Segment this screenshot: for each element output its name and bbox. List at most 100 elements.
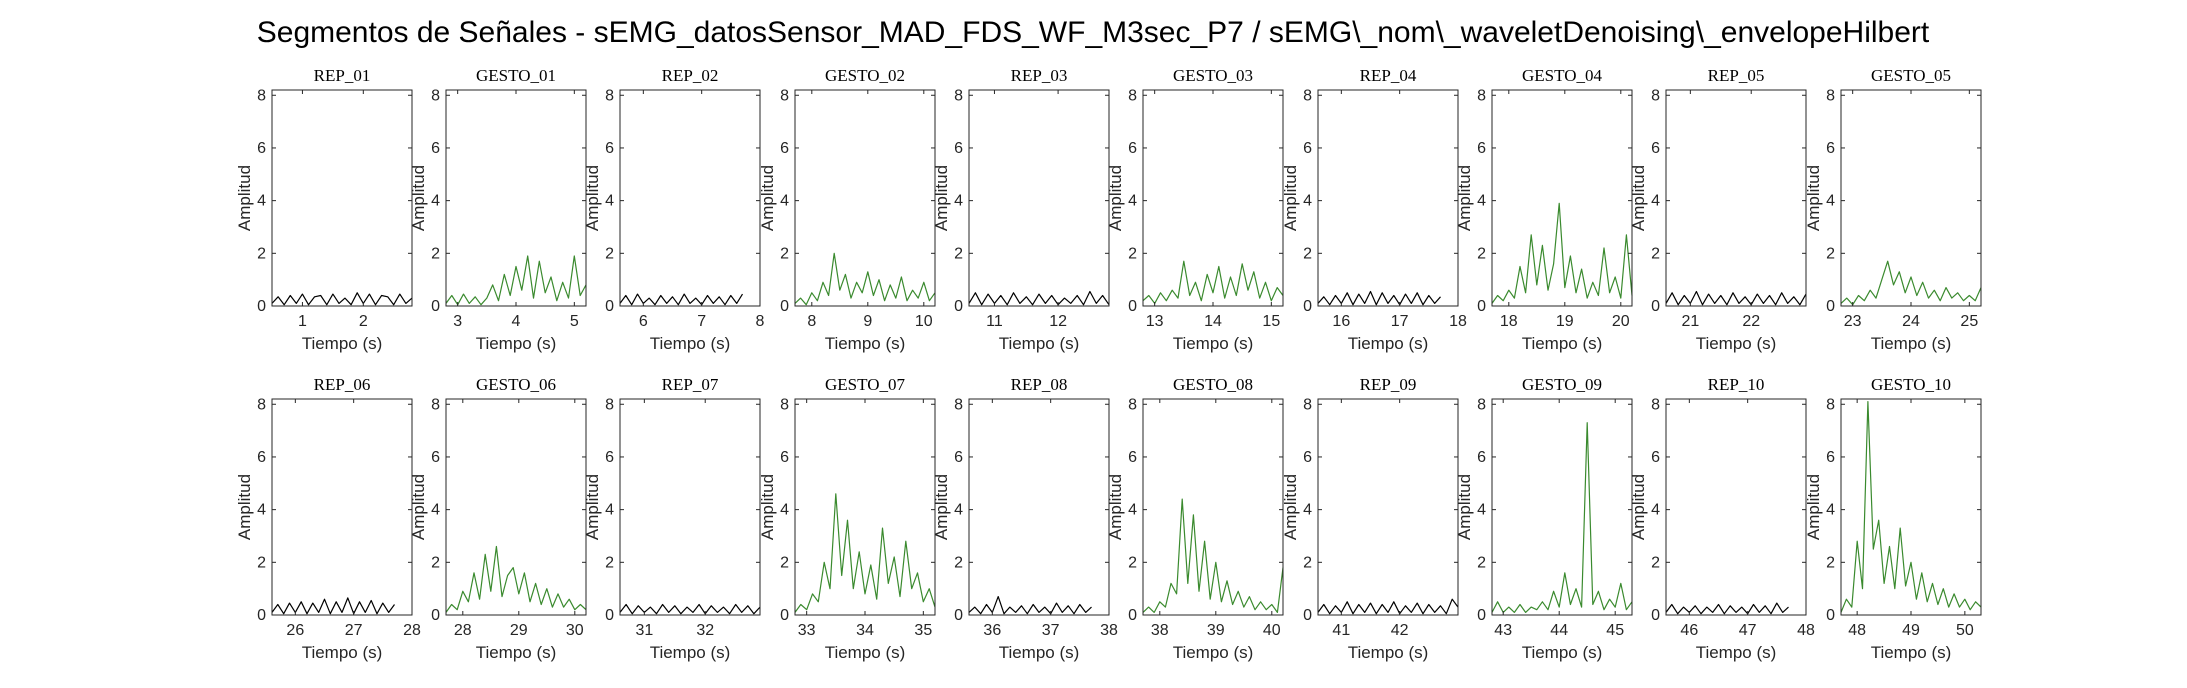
y-tick-label: 8 — [431, 87, 440, 104]
signal-line — [1317, 598, 1459, 615]
y-tick-label: 0 — [605, 298, 614, 315]
subplot-title: GESTO_09 — [1522, 375, 1602, 394]
x-tick-label: 31 — [635, 622, 653, 639]
x-tick-label: 14 — [1204, 313, 1222, 330]
axes-frame — [968, 398, 1110, 616]
x-tick-label: 25 — [1960, 313, 1978, 330]
y-tick-label: 0 — [780, 607, 789, 624]
y-tick-label: 4 — [257, 502, 266, 519]
x-tick-label: 36 — [983, 622, 1001, 639]
x-tick-label: 48 — [1848, 622, 1866, 639]
x-tick-label: 40 — [1263, 622, 1281, 639]
subplot: REP_03 0 2 4 6 8 11 12 Tiempo (s) Amplitud — [932, 66, 1110, 353]
x-tick-label: 33 — [798, 622, 816, 639]
y-axis-label: Amplitud — [235, 474, 254, 540]
subplot-title: GESTO_05 — [1871, 66, 1951, 85]
x-tick-label: 21 — [1681, 313, 1699, 330]
x-tick-label: 28 — [403, 622, 421, 639]
y-axis-label: Amplitud — [1106, 474, 1125, 540]
y-axis-label: Amplitud — [409, 165, 428, 231]
y-tick-label: 2 — [1651, 245, 1660, 262]
signal-line — [619, 293, 744, 306]
y-tick-label: 8 — [1826, 396, 1835, 413]
y-tick-label: 6 — [780, 449, 789, 466]
x-tick-label: 39 — [1207, 622, 1225, 639]
y-tick-label: 6 — [1303, 449, 1312, 466]
y-tick-label: 6 — [1477, 449, 1486, 466]
x-tick-label: 9 — [863, 313, 872, 330]
subplot: REP_02 0 2 4 6 8 6 7 8 Tiempo (s) Amplitud — [583, 66, 765, 353]
signal-line — [1317, 290, 1441, 306]
y-tick-label: 6 — [1651, 449, 1660, 466]
signal-line — [968, 290, 1110, 306]
y-tick-label: 2 — [780, 554, 789, 571]
signal-line — [1491, 422, 1633, 614]
x-tick-label: 17 — [1391, 313, 1409, 330]
y-tick-label: 4 — [954, 193, 963, 210]
x-tick-label: 20 — [1612, 313, 1630, 330]
y-tick-label: 8 — [954, 87, 963, 104]
subplot-title: GESTO_01 — [476, 66, 556, 85]
y-tick-label: 6 — [257, 449, 266, 466]
x-axis-label: Tiempo (s) — [302, 643, 383, 662]
y-tick-label: 2 — [431, 554, 440, 571]
y-tick-label: 4 — [605, 193, 614, 210]
y-axis-label: Amplitud — [583, 474, 602, 540]
y-tick-label: 2 — [954, 554, 963, 571]
x-tick-label: 16 — [1332, 313, 1350, 330]
y-tick-label: 6 — [780, 140, 789, 157]
axes-frame — [1665, 89, 1807, 307]
x-axis-label: Tiempo (s) — [1522, 334, 1603, 353]
x-axis-label: Tiempo (s) — [1522, 643, 1603, 662]
y-tick-label: 0 — [1303, 298, 1312, 315]
x-tick-label: 4 — [512, 313, 521, 330]
subplot-title: REP_10 — [1708, 375, 1765, 394]
y-tick-label: 6 — [431, 449, 440, 466]
x-tick-label: 32 — [696, 622, 714, 639]
y-tick-label: 4 — [605, 502, 614, 519]
x-tick-label: 50 — [1956, 622, 1974, 639]
y-tick-label: 2 — [1651, 554, 1660, 571]
y-tick-label: 8 — [1477, 87, 1486, 104]
x-axis-label: Tiempo (s) — [302, 334, 383, 353]
y-tick-label: 8 — [780, 87, 789, 104]
x-axis-label: Tiempo (s) — [1696, 643, 1777, 662]
subplot-title: REP_07 — [662, 375, 719, 394]
axes-frame — [794, 89, 936, 307]
subplot-title: GESTO_08 — [1173, 375, 1253, 394]
x-axis-label: Tiempo (s) — [825, 643, 906, 662]
x-axis-label: Tiempo (s) — [650, 334, 731, 353]
figure-title: Segmentos de Señales - sEMG_datosSensor_… — [257, 16, 1930, 49]
y-axis-label: Amplitud — [1455, 474, 1474, 540]
x-tick-label: 41 — [1332, 622, 1350, 639]
axes-frame — [1491, 398, 1633, 616]
axes-frame — [1491, 89, 1633, 307]
x-tick-label: 8 — [807, 313, 816, 330]
y-tick-label: 8 — [1303, 396, 1312, 413]
y-tick-label: 2 — [257, 245, 266, 262]
y-tick-label: 6 — [954, 140, 963, 157]
y-tick-label: 2 — [605, 554, 614, 571]
x-tick-label: 23 — [1844, 313, 1862, 330]
subplot-title: REP_09 — [1360, 375, 1417, 394]
subplot-title: GESTO_06 — [476, 375, 556, 394]
signal-line — [445, 255, 587, 306]
x-tick-label: 48 — [1797, 622, 1815, 639]
subplot-title: GESTO_03 — [1173, 66, 1253, 85]
y-tick-label: 2 — [1303, 245, 1312, 262]
y-tick-label: 0 — [1826, 607, 1835, 624]
subplot: REP_05 0 2 4 6 8 21 22 Tiempo (s) Amplitud — [1629, 66, 1807, 353]
x-tick-label: 2 — [359, 313, 368, 330]
y-tick-label: 6 — [1651, 140, 1660, 157]
y-tick-label: 4 — [431, 502, 440, 519]
y-tick-label: 2 — [257, 554, 266, 571]
axes-frame — [1142, 89, 1284, 307]
subplot-title: GESTO_07 — [825, 375, 905, 394]
y-tick-label: 6 — [1826, 140, 1835, 157]
x-tick-label: 38 — [1151, 622, 1169, 639]
signal-line — [1142, 260, 1284, 304]
y-axis-label: Amplitud — [1455, 165, 1474, 231]
subplot: GESTO_07 0 2 4 6 8 33 34 35 Tiempo (s) Amplitud — [758, 375, 936, 662]
